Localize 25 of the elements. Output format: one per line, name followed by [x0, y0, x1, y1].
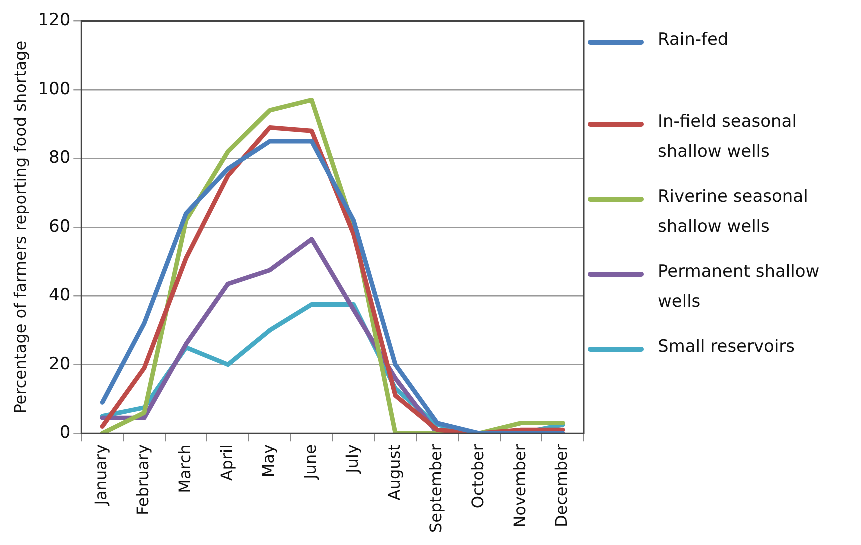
y-tick-label: 20: [49, 354, 71, 374]
legend-label: Permanent shallow wells: [658, 261, 821, 314]
x-tick-label: June: [301, 444, 320, 480]
y-tick-label: 120: [38, 10, 71, 31]
legend-label: In-field seasonal shallow wells: [658, 111, 798, 164]
legend-label: Small reservoirs: [658, 336, 796, 359]
x-tick-label: January: [92, 444, 111, 506]
y-tick-label: 80: [49, 148, 71, 168]
y-tick-label: 100: [38, 79, 71, 100]
x-tick-label: April: [217, 444, 236, 482]
legend-label: Rain-fed: [658, 29, 729, 52]
x-tick-label: May: [259, 444, 278, 478]
y-tick-label: 40: [49, 286, 71, 306]
x-tick-label: September: [426, 444, 446, 533]
x-tick-label: August: [384, 444, 404, 501]
x-tick-label: October: [468, 444, 488, 509]
x-tick-label: November: [510, 444, 530, 528]
legend-label: Riverine seasonal shallow wells: [658, 186, 810, 239]
y-tick-label: 0: [60, 422, 71, 443]
x-tick-label: February: [134, 444, 153, 516]
x-tick-label: March: [175, 444, 194, 494]
y-axis-title: Percentage of farmers reporting food shortage: [10, 40, 30, 414]
x-tick-label: December: [552, 444, 572, 528]
x-tick-label: July: [342, 444, 362, 474]
y-tick-label: 60: [49, 216, 71, 237]
